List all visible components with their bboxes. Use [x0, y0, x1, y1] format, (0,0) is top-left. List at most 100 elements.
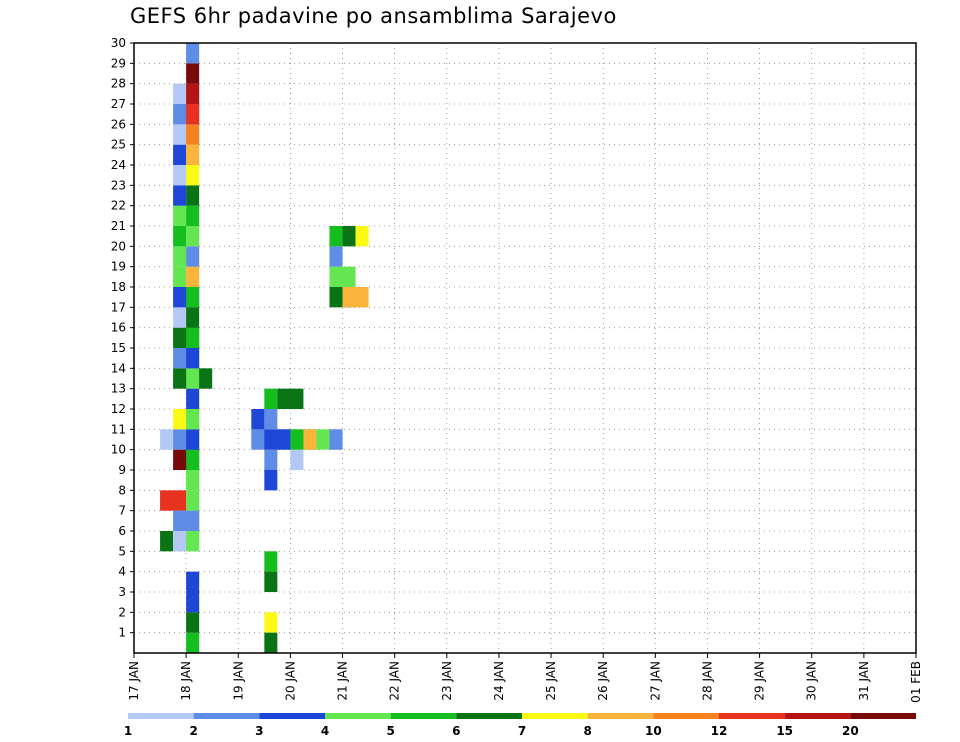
- grid-layer: [134, 42, 916, 653]
- heatmap-cell: [303, 429, 317, 450]
- y-tick-label: 2: [118, 605, 126, 619]
- heatmap-cell: [316, 429, 330, 450]
- heatmap-cell: [264, 449, 278, 470]
- x-tick-label: 19 JAN: [231, 661, 245, 701]
- colorbar-swatch: [456, 713, 522, 719]
- heatmap-cell: [186, 449, 200, 470]
- heatmap-cell: [186, 368, 200, 389]
- heatmap-cell: [186, 510, 200, 531]
- y-tick-label: 23: [111, 178, 126, 192]
- heatmap-cell: [329, 266, 343, 287]
- heatmap-cell: [186, 470, 200, 491]
- heatmap-cell: [173, 226, 187, 247]
- colorbar-swatch: [128, 713, 194, 719]
- heatmap-cell: [186, 531, 200, 552]
- y-tick-label: 10: [111, 443, 126, 457]
- x-tick-label: 27 JAN: [648, 661, 662, 701]
- y-axis: 1234567891011121314151617181920212223242…: [111, 36, 134, 640]
- y-tick-label: 13: [111, 382, 126, 396]
- colorbar-swatch: [719, 713, 785, 719]
- x-tick-label: 21 JAN: [336, 661, 350, 701]
- heatmap-cell: [186, 409, 200, 430]
- colorbar-label: 10: [645, 724, 662, 738]
- colorbar-label: 15: [776, 724, 793, 738]
- heatmap-cell: [186, 43, 200, 64]
- y-tick-label: 19: [111, 260, 126, 274]
- colorbar-swatch: [587, 713, 654, 719]
- y-tick-label: 24: [111, 158, 126, 172]
- x-axis: 17 JAN 18 JAN 19 JAN 20 JAN 21 JAN 22 JAN 23 J…: [127, 653, 923, 703]
- heatmap-cell: [342, 226, 356, 247]
- heatmap-cell: [264, 632, 278, 653]
- colorbar: 1 2 3 4 5 6 7 8 10 12 15 20: [124, 713, 916, 738]
- y-tick-label: 29: [111, 56, 126, 70]
- colorbar-swatch: [784, 713, 851, 719]
- heatmap-cell: [186, 226, 200, 247]
- heatmap-cell: [186, 165, 200, 186]
- cells-layer: [160, 43, 369, 653]
- colorbar-label: 7: [518, 724, 526, 738]
- heatmap-cell: [355, 226, 369, 247]
- colorbar-label: 20: [842, 724, 859, 738]
- heatmap-cell: [186, 388, 200, 409]
- colorbar-label: 4: [321, 724, 329, 738]
- colorbar-label: 3: [255, 724, 263, 738]
- heatmap-cell: [186, 144, 200, 165]
- heatmap-cell: [186, 490, 200, 511]
- chart-title: GEFS 6hr padavine po ansamblima Sarajevo: [130, 4, 617, 28]
- y-tick-label: 7: [118, 504, 126, 518]
- colorbar-label: 1: [124, 724, 132, 738]
- heatmap-cell: [186, 246, 200, 267]
- x-tick-label: 01 FEB: [909, 661, 923, 703]
- heatmap-cell: [173, 124, 187, 145]
- heatmap-cell: [186, 348, 200, 369]
- y-tick-label: 5: [118, 544, 126, 558]
- colorbar-swatch: [850, 713, 916, 719]
- heatmap-cell: [186, 287, 200, 308]
- x-tick-label: 18 JAN: [179, 661, 193, 701]
- y-tick-label: 22: [111, 199, 126, 213]
- x-tick-label: 24 JAN: [492, 661, 506, 701]
- colorbar-swatch: [193, 713, 260, 719]
- y-tick-label: 25: [111, 138, 126, 152]
- heatmap-cell: [186, 307, 200, 328]
- heatmap-cell: [186, 205, 200, 226]
- heatmap-cell: [173, 266, 187, 287]
- heatmap-cell: [186, 83, 200, 104]
- y-tick-label: 27: [111, 97, 126, 111]
- heatmap-cell: [173, 307, 187, 328]
- heatmap-cell: [186, 571, 200, 592]
- y-tick-label: 4: [118, 565, 126, 579]
- colorbar-label: 8: [583, 724, 591, 738]
- y-tick-label: 21: [111, 219, 126, 233]
- x-tick-label: 30 JAN: [805, 661, 819, 701]
- y-tick-label: 14: [111, 361, 126, 375]
- y-tick-label: 3: [118, 585, 126, 599]
- y-tick-label: 18: [111, 280, 126, 294]
- heatmap-cell: [264, 470, 278, 491]
- x-tick-label: 22 JAN: [388, 661, 402, 701]
- colorbar-label: 5: [386, 724, 394, 738]
- x-tick-label: 17 JAN: [127, 661, 141, 701]
- heatmap-cell: [290, 449, 304, 470]
- heatmap-cell: [160, 490, 187, 511]
- x-tick-label: 29 JAN: [753, 661, 767, 701]
- heatmap-cell: [264, 388, 278, 409]
- heatmap-cell: [186, 266, 200, 287]
- heatmap-cell: [186, 592, 200, 613]
- heatmap-cell: [186, 63, 200, 84]
- heatmap-cell: [186, 124, 200, 145]
- x-tick-label: 20 JAN: [283, 661, 297, 701]
- y-tick-label: 16: [111, 321, 126, 335]
- y-tick-label: 28: [111, 77, 126, 91]
- heatmap-cell: [186, 612, 200, 633]
- x-tick-label: 23 JAN: [440, 661, 454, 701]
- heatmap-cell: [160, 429, 174, 450]
- y-tick-label: 17: [111, 300, 126, 314]
- heatmap-cell: [173, 205, 187, 226]
- colorbar-swatch: [259, 713, 325, 719]
- heatmap-cell: [264, 409, 278, 430]
- heatmap-cell: [264, 551, 278, 572]
- heatmap-cell: [186, 429, 200, 450]
- y-tick-label: 1: [118, 626, 126, 640]
